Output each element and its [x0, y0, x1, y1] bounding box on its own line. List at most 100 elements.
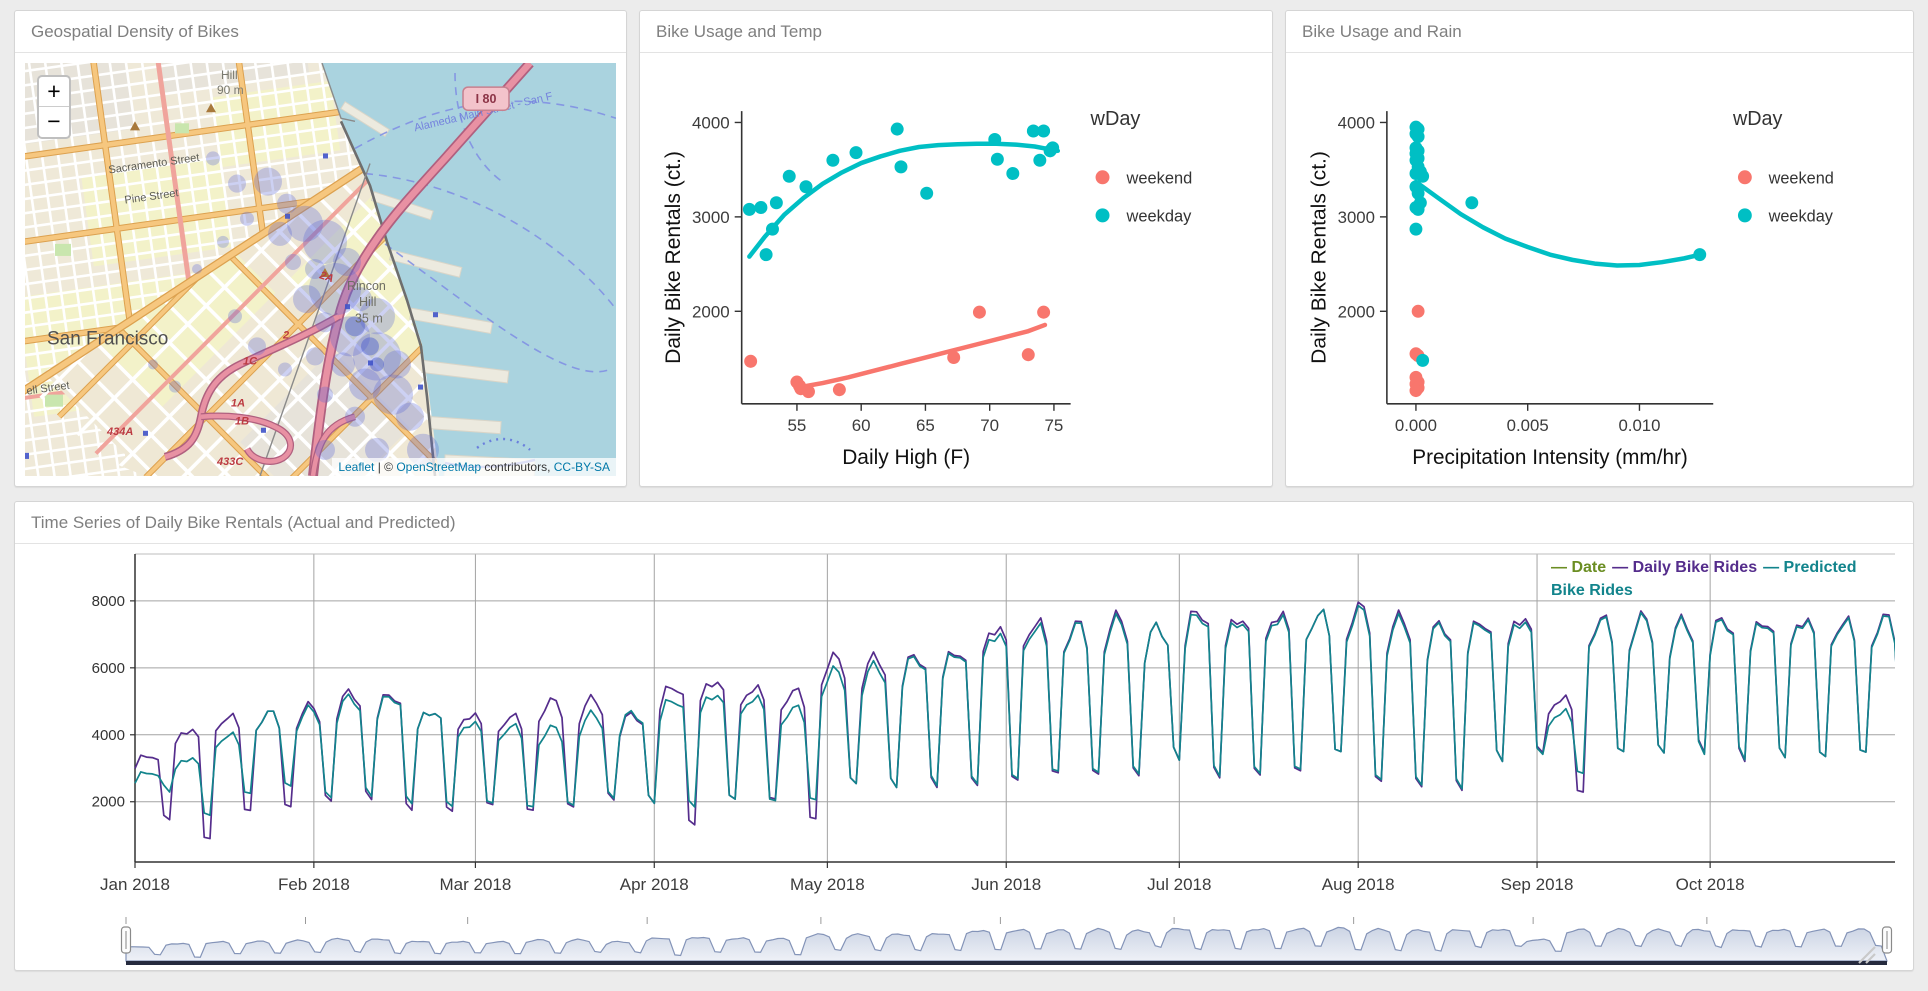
point-weekday: [1693, 248, 1707, 262]
x-tick-label: Feb 2018: [278, 875, 350, 894]
point-weekend: [1037, 305, 1051, 319]
x-tick-label: 55: [788, 416, 807, 435]
point-weekend: [744, 354, 758, 368]
point-weekday: [769, 196, 783, 210]
point-weekday: [1465, 196, 1479, 210]
resize-grip-icon[interactable]: [1858, 946, 1876, 964]
map-zoom-in-button[interactable]: +: [39, 77, 69, 107]
point-weekday: [890, 122, 904, 136]
map-canvas[interactable]: Hill 90 m Sacramento Street Pine Street …: [25, 63, 616, 476]
map-label-rincon3: 35 m: [355, 311, 383, 325]
legend-item-label: Predicted Bike Rides: [1551, 559, 1857, 600]
panel-map-header: Geospatial Density of Bikes: [15, 11, 626, 53]
legend-dot-weekday: [1737, 208, 1752, 223]
point-weekday: [742, 202, 756, 216]
point-weekend: [1409, 384, 1423, 398]
panel-temp-body: 55 60 65 70 75 2000 3000 4000 Daily High (F) Dail…: [640, 53, 1272, 486]
panel-rain: Bike Usage and Rain 0.000 0.005 0.010 2000 3…: [1285, 10, 1914, 487]
point-weekday: [894, 160, 908, 174]
y-axis-title: Daily Bike Rentals (ct.): [1308, 151, 1331, 364]
point-weekday: [849, 146, 863, 160]
point-weekday: [1037, 124, 1051, 138]
panel-temp-header: Bike Usage and Temp: [640, 11, 1272, 53]
i80-shield: I 80: [462, 86, 510, 111]
map-route-1a: 1A: [231, 398, 245, 410]
point-weekend: [801, 385, 815, 399]
y-tick-label: 4000: [692, 113, 730, 132]
legend-item-label: Daily Bike Rides: [1632, 559, 1758, 576]
point-weekday: [1006, 166, 1020, 180]
map-label-fell: ell Street: [26, 380, 71, 398]
series-line-Predicted Bike Rides: [134, 604, 1907, 817]
map-label-rincon1: Rincon: [347, 279, 386, 293]
range-selector-minichart[interactable]: [125, 926, 1888, 962]
legend-item-date: — Date: [1551, 559, 1606, 576]
point-weekday: [782, 169, 796, 183]
panel-temp-title: Bike Usage and Temp: [656, 22, 823, 41]
map-tiles: Hill 90 m Sacramento Street Pine Street …: [25, 63, 616, 476]
map-route-433c: 433C: [216, 456, 244, 468]
top-row: Geospatial Density of Bikes: [14, 10, 1914, 487]
x-axis-title: Daily High (F): [842, 446, 970, 469]
map-route-434a: 434A: [106, 426, 133, 438]
x-tick-label: 65: [916, 416, 935, 435]
smooth-line-weekday: [747, 141, 1061, 259]
point-weekday: [1416, 169, 1430, 183]
y-tick-label: 2000: [92, 794, 125, 811]
x-tick-label: Jul 2018: [1147, 875, 1211, 894]
bottom-row: Time Series of Daily Bike Rentals (Actua…: [14, 501, 1914, 971]
point-weekday: [759, 248, 773, 262]
map-attribution: Leaflet | © OpenStreetMap contributors, …: [332, 458, 616, 476]
x-tick-label: Jan 2018: [100, 875, 170, 894]
timeseries-chart[interactable]: 2000 4000 6000 8000 Jan 2018 Feb 2018 Mar 2018…: [23, 544, 1907, 912]
map-label-i80: I 80: [476, 92, 497, 106]
point-weekday: [766, 222, 779, 236]
map-label-hill: Hill: [221, 68, 238, 82]
map-label-rincon2: Hill: [359, 295, 376, 309]
y-tick-label: 2000: [692, 302, 730, 321]
map-zoom-out-button[interactable]: −: [47, 108, 61, 134]
openstreetmap-link[interactable]: OpenStreetMap: [396, 460, 482, 474]
x-tick-label: 0.005: [1507, 416, 1549, 435]
legend-swatch-icon: —: [1551, 559, 1567, 576]
y-tick-label: 3000: [692, 208, 730, 227]
license-link[interactable]: CC-BY-SA: [553, 460, 610, 474]
panel-map-title: Geospatial Density of Bikes: [31, 22, 239, 41]
legend-item-daily-bike-rides: — Daily Bike Rides: [1612, 559, 1757, 576]
legend-dot-weekend: [1737, 170, 1752, 185]
map-route-1b: 1B: [235, 416, 249, 428]
map-route-2: 2: [282, 329, 290, 341]
leaflet-link[interactable]: Leaflet: [338, 460, 375, 474]
y-tick-label: 3000: [1338, 208, 1375, 227]
panel-timeseries-header: Time Series of Daily Bike Rentals (Actua…: [15, 502, 1913, 544]
x-tick-label: Oct 2018: [1676, 875, 1745, 894]
timeseries-legend: — Date — Daily Bike Rides — Predicted Bike…: [1551, 556, 1889, 602]
legend-dot-weekday: [1095, 208, 1110, 223]
point-weekday: [1046, 141, 1060, 155]
panel-rain-title: Bike Usage and Rain: [1302, 22, 1462, 41]
x-tick-label: May 2018: [790, 875, 865, 894]
x-tick-label: Apr 2018: [620, 875, 689, 894]
panel-timeseries-title: Time Series of Daily Bike Rentals (Actua…: [31, 513, 456, 532]
map-label-city: San Francisco: [47, 328, 168, 349]
x-tick-label: 70: [980, 416, 999, 435]
point-weekday: [1033, 153, 1047, 167]
x-tick-label: 0.000: [1395, 416, 1437, 435]
point-weekend: [972, 305, 986, 319]
series-line-Daily Bike Rides: [134, 601, 1907, 840]
panel-map: Geospatial Density of Bikes: [14, 10, 627, 487]
panel-temp: Bike Usage and Temp 55 60 65 70 75 2000 3000 40…: [639, 10, 1273, 487]
y-tick-label: 8000: [92, 593, 125, 610]
range-selector[interactable]: [23, 917, 1895, 969]
legend-item-predicted-bike-rides: — Predicted Bike Rides: [1551, 559, 1856, 599]
map-route-1c: 1C: [243, 355, 258, 367]
smooth-line-weekend: [797, 322, 1048, 390]
x-axis-title: Precipitation Intensity (mm/hr): [1412, 446, 1688, 469]
x-tick-label: 75: [1045, 416, 1064, 435]
map-route-2a: 2A: [317, 269, 335, 285]
x-tick-label: 0.010: [1618, 416, 1660, 435]
point-weekday: [1411, 130, 1425, 144]
temp-scatter-chart: 55 60 65 70 75 2000 3000 4000 Daily High (F) Dail…: [662, 108, 1192, 469]
point-weekend: [947, 350, 961, 365]
attribution-contributors: contributors,: [481, 460, 554, 474]
